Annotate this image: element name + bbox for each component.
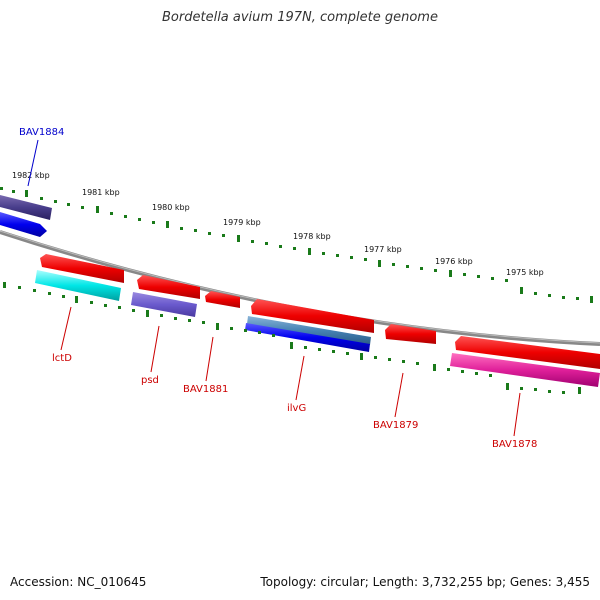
gene-label-ilvg: ilvG [287,403,306,414]
gene-lctd[interactable] [40,254,124,283]
kbp-label: 1978 kbp [293,232,331,241]
gene-bav1878[interactable] [455,336,600,369]
gene-label-psd: psd [141,375,159,386]
gene-label-bav1884: BAV1884 [19,127,64,138]
kbp-label: 1979 kbp [223,218,261,227]
gene-bav1881[interactable] [205,291,240,308]
kbp-label: 1976 kbp [435,257,473,266]
kbp-label: 1982 kbp [12,171,50,180]
kbp-label: 1977 kbp [364,245,402,254]
label-leaders [27,139,521,437]
gene-ilvg-inner-steel[interactable] [247,316,371,345]
upper-tick-track [0,187,593,303]
kbp-label: 1980 kbp [152,203,190,212]
kbp-label: 1975 kbp [506,268,544,277]
gene-lctd-inner[interactable] [35,270,121,301]
lower-tick-track [3,282,581,394]
gene-label-bav1878: BAV1878 [492,439,537,450]
gene-psd[interactable] [137,275,200,299]
kbp-label: 1981 kbp [82,188,120,197]
gene-blue-arrow[interactable] [0,212,47,237]
gene-label-lctd: lctD [52,353,72,364]
gene-psd-inner[interactable] [131,292,197,317]
genome-summary-text: Topology: circular; Length: 3,732,255 bp… [260,575,590,589]
gene-label-bav1881: BAV1881 [183,384,228,395]
gene-label-bav1879: BAV1879 [373,420,418,431]
map-title: Bordetella avium 197N, complete genome [162,10,438,25]
gene-bav1879[interactable] [385,324,436,344]
accession-text: Accession: NC_010645 [10,575,147,589]
gene-bav1884-outer[interactable] [0,195,52,220]
gene-ilvg[interactable] [251,299,374,333]
gene-ilvg-inner-blue[interactable] [245,323,370,352]
gene-bav1878-inner[interactable] [450,353,600,387]
